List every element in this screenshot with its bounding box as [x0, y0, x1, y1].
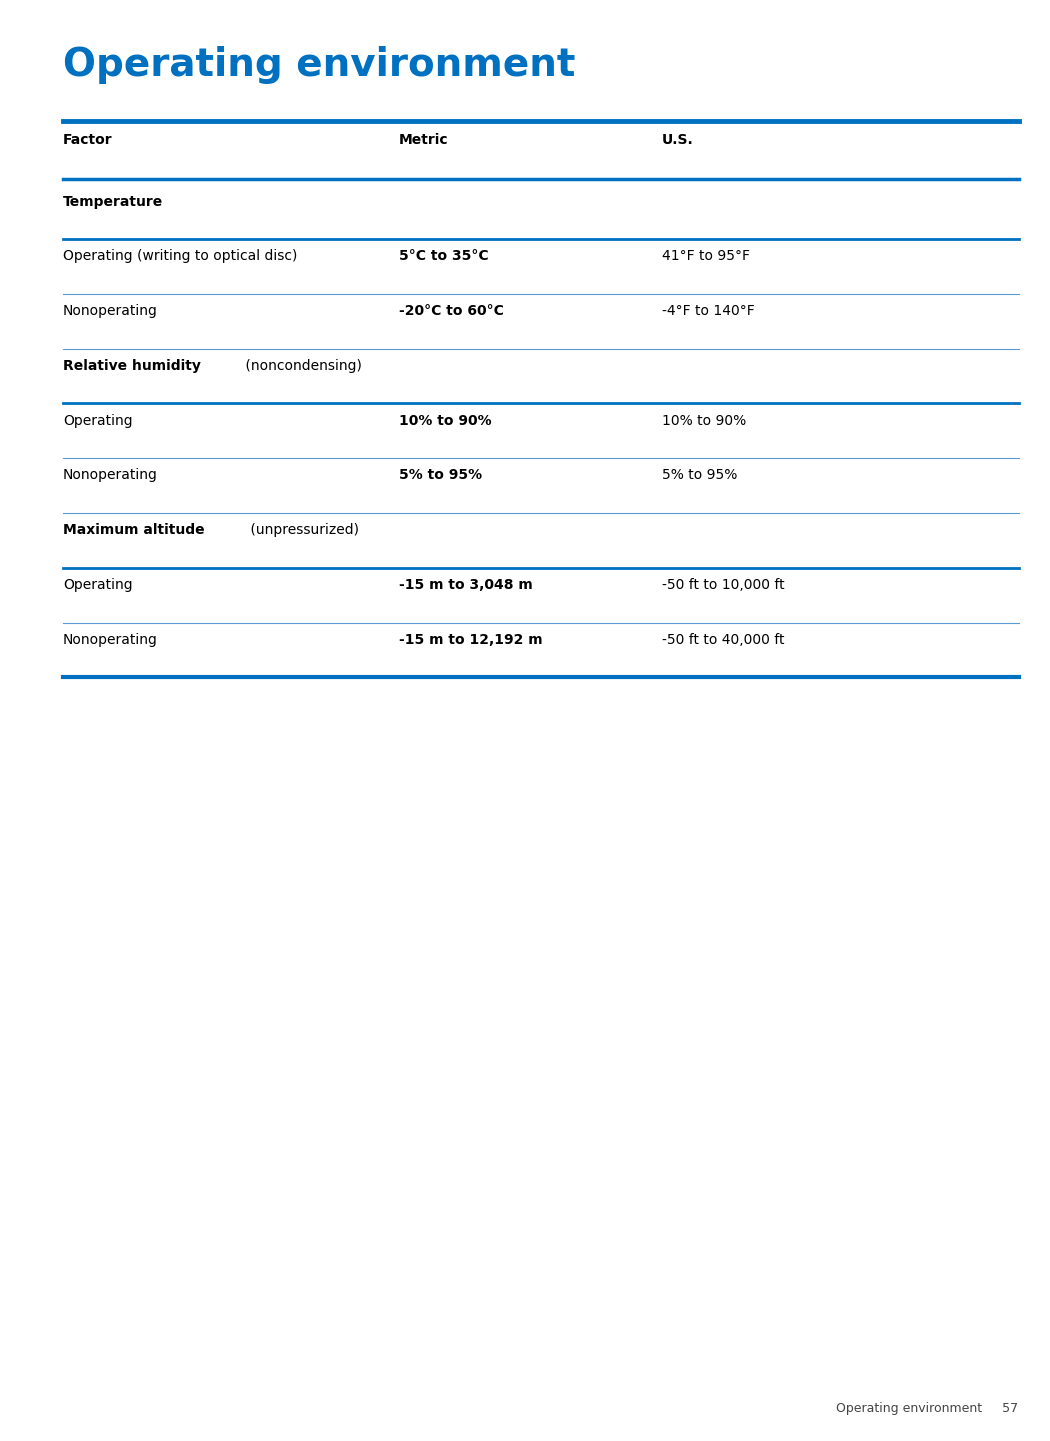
Text: 41°F to 95°F: 41°F to 95°F	[662, 249, 750, 264]
Text: Operating environment     57: Operating environment 57	[837, 1402, 1018, 1415]
Text: -20°C to 60°C: -20°C to 60°C	[399, 304, 504, 318]
Text: Nonoperating: Nonoperating	[63, 468, 158, 483]
Text: Operating: Operating	[63, 414, 132, 428]
Text: (unpressurized): (unpressurized)	[246, 523, 359, 537]
Text: 5% to 95%: 5% to 95%	[662, 468, 737, 483]
Text: Temperature: Temperature	[63, 195, 163, 209]
Text: -15 m to 12,192 m: -15 m to 12,192 m	[399, 633, 543, 647]
Text: Relative humidity: Relative humidity	[63, 359, 201, 373]
Text: -15 m to 3,048 m: -15 m to 3,048 m	[399, 578, 532, 592]
Text: Nonoperating: Nonoperating	[63, 304, 158, 318]
Text: Operating (writing to optical disc): Operating (writing to optical disc)	[63, 249, 297, 264]
Text: Factor: Factor	[63, 133, 112, 147]
Text: Nonoperating: Nonoperating	[63, 633, 158, 647]
Text: 10% to 90%: 10% to 90%	[399, 414, 491, 428]
Text: Metric: Metric	[399, 133, 448, 147]
Text: Operating: Operating	[63, 578, 132, 592]
Text: -4°F to 140°F: -4°F to 140°F	[662, 304, 754, 318]
Text: 5°C to 35°C: 5°C to 35°C	[399, 249, 488, 264]
Text: (noncondensing): (noncondensing)	[240, 359, 362, 373]
Text: 5% to 95%: 5% to 95%	[399, 468, 482, 483]
Text: Operating environment: Operating environment	[63, 46, 575, 84]
Text: -50 ft to 40,000 ft: -50 ft to 40,000 ft	[662, 633, 784, 647]
Text: U.S.: U.S.	[662, 133, 693, 147]
Text: 10% to 90%: 10% to 90%	[662, 414, 746, 428]
Text: -50 ft to 10,000 ft: -50 ft to 10,000 ft	[662, 578, 784, 592]
Text: Maximum altitude: Maximum altitude	[63, 523, 205, 537]
